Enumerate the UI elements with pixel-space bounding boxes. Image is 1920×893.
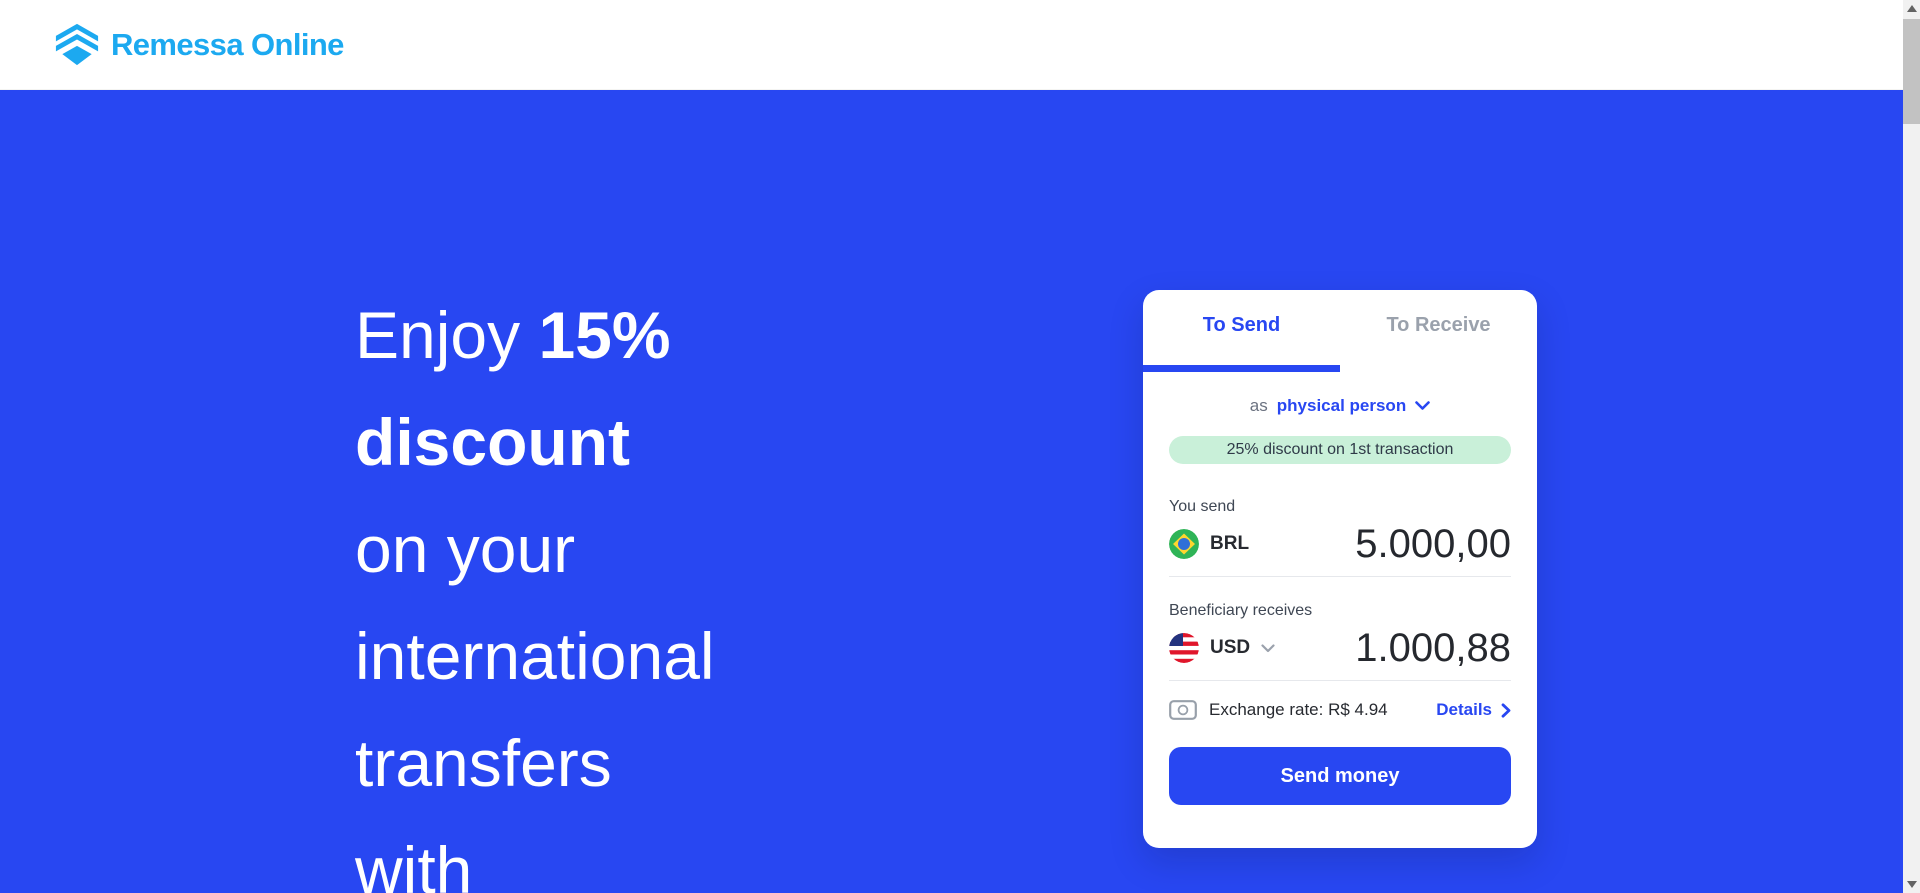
receive-currency-selector[interactable]: USD [1169, 633, 1275, 663]
hero-heading: Enjoy 15% discount on your international… [355, 282, 995, 893]
hero-heading-line: with [355, 833, 473, 893]
currency-calculator-card: To Send To Receive as physical person 25… [1143, 290, 1537, 848]
tab-to-send[interactable]: To Send [1143, 290, 1340, 372]
persona-prefix-label: as [1249, 396, 1268, 415]
scroll-up-arrow-icon [1906, 5, 1917, 12]
divider [1169, 680, 1511, 681]
vertical-scrollbar [1903, 0, 1920, 893]
details-link[interactable]: Details [1436, 700, 1511, 720]
hero-heading-line: Enjoy 15% [355, 298, 671, 372]
hero-heading-line: on your [355, 512, 576, 586]
chevron-down-icon [1261, 643, 1275, 652]
calculator-tabs: To Send To Receive [1143, 290, 1537, 372]
exchange-rate-text: Exchange rate: R$ 4.94 [1209, 700, 1388, 719]
beneficiary-receives-label: Beneficiary receives [1169, 602, 1313, 619]
promo-badge: 25% discount on 1st transaction [1169, 436, 1511, 464]
hero-heading-line: discount [355, 405, 630, 479]
details-label: Details [1436, 700, 1492, 719]
us-flag-icon [1169, 633, 1199, 663]
receive-currency-code: USD [1210, 637, 1251, 658]
scrollbar-up-button[interactable] [1903, 0, 1920, 17]
send-currency-selector[interactable]: BRL [1169, 529, 1249, 559]
persona-selector[interactable]: as physical person [1169, 396, 1511, 416]
calculator-body: as physical person 25% discount on 1st t… [1143, 396, 1537, 805]
send-currency-code: BRL [1210, 533, 1250, 554]
banknote-icon [1169, 700, 1197, 720]
hero-section: Enjoy 15% discount on your international… [0, 90, 1903, 893]
divider [1169, 576, 1511, 577]
scrollbar-thumb[interactable] [1903, 19, 1920, 124]
scrollbar-down-button[interactable] [1903, 876, 1920, 893]
send-money-button[interactable]: Send money [1169, 747, 1511, 805]
you-send-label: You send [1169, 498, 1236, 515]
persona-selected-value: physical person [1276, 396, 1407, 415]
site-header: Remessa Online [0, 0, 1903, 90]
send-currency-row: BRL [1169, 521, 1511, 567]
receive-currency-row: USD [1169, 625, 1511, 671]
receive-amount-input[interactable] [1306, 625, 1511, 671]
hero-heading-line: transfers [355, 726, 612, 800]
chevron-right-icon [1501, 702, 1511, 718]
send-amount-input[interactable] [1306, 521, 1511, 567]
remessa-logo-icon [55, 23, 99, 65]
tab-to-receive[interactable]: To Receive [1386, 313, 1491, 336]
brazil-flag-icon [1169, 529, 1199, 559]
exchange-rate-row: Exchange rate: R$ 4.94 Details [1169, 697, 1511, 723]
hero-heading-line: international [355, 619, 715, 693]
logo-text: Remessa Online [111, 26, 344, 62]
scroll-down-arrow-icon [1906, 881, 1917, 888]
remessa-online-logo[interactable]: Remessa Online [55, 22, 344, 68]
chevron-down-icon [1415, 401, 1431, 410]
